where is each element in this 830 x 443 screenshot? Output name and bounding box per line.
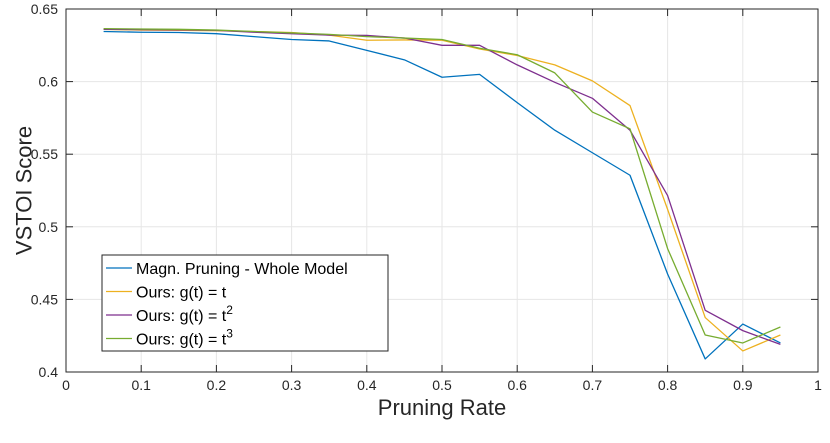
x-tick-label: 0.1: [131, 377, 151, 393]
series-lines: [103, 27, 781, 360]
y-tick-label: 0.65: [31, 1, 58, 17]
x-tick-label: 0.9: [733, 377, 753, 393]
y-tick-label: 0.55: [31, 146, 58, 162]
axis-ticks: 0 0.1 0.2 0.3 0.4 0.5 0.6 0.7 0.8 0.9 1 0.4 0.45 0.5 0…: [31, 1, 822, 393]
legend-label: Ours: g(t) = t: [136, 285, 227, 302]
legend-label: Magn. Pruning - Whole Model: [136, 261, 348, 278]
x-tick-label: 1: [814, 377, 822, 393]
y-tick-label: 0.6: [39, 74, 59, 90]
legend-superscript: 3: [226, 327, 233, 341]
x-tick-label: 0.4: [357, 377, 377, 393]
legend: Magn. Pruning - Whole Model Ours: g(t) = …: [101, 254, 389, 352]
y-tick-label: 0.4: [39, 364, 59, 380]
y-axis-title: VSTOI Score: [12, 126, 37, 255]
legend-box: [101, 254, 389, 352]
x-tick-label: 0.5: [432, 377, 452, 393]
legend-label: Ours: g(t) = t2: [136, 303, 233, 325]
x-tick-label: 0.6: [507, 377, 527, 393]
legend-label: Ours: g(t) = t3: [136, 327, 233, 349]
x-tick-label: 0: [62, 377, 70, 393]
series-line-4: [103, 27, 781, 344]
x-axis-title: Pruning Rate: [378, 395, 506, 420]
x-tick-label: 0.2: [207, 377, 227, 393]
series-line-1: [103, 30, 781, 360]
y-tick-label: 0.45: [31, 291, 58, 307]
x-tick-label: 0.7: [583, 377, 603, 393]
legend-superscript: 2: [226, 303, 233, 317]
x-tick-label: 0.8: [658, 377, 678, 393]
y-tick-label: 0.5: [39, 219, 59, 235]
x-tick-label: 0.3: [282, 377, 302, 393]
